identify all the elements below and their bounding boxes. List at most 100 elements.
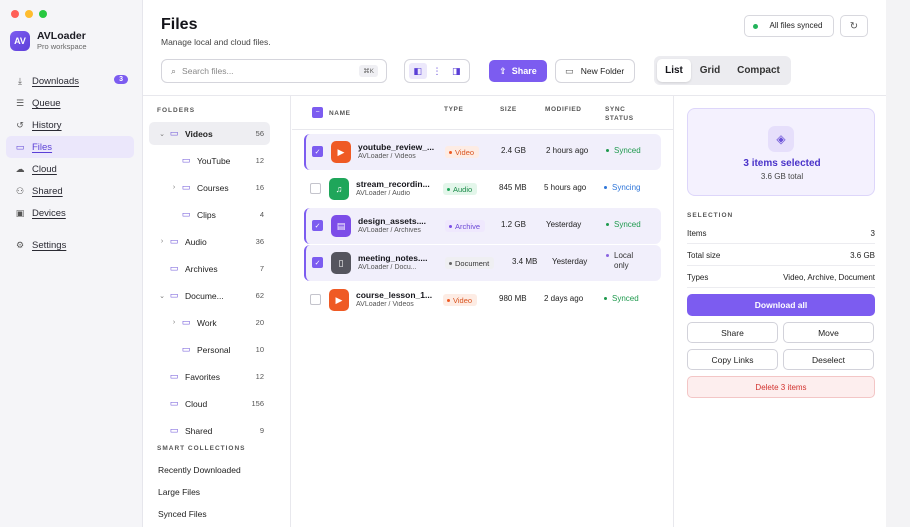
folder-item[interactable]: › ▭ Courses 16	[149, 176, 270, 199]
file-size: 1.2 GB	[501, 220, 526, 229]
sidebar-item-label: Shared	[32, 185, 63, 197]
sidebar-item-shared[interactable]: ⚇ Shared	[6, 180, 134, 202]
sync-status-pill[interactable]: All files synced	[744, 15, 834, 37]
collection-item[interactable]: Recently Downloaded	[158, 465, 241, 475]
chevron-right-icon[interactable]: ›	[172, 184, 176, 191]
folder-item[interactable]: ▭ Shared 9	[149, 419, 270, 442]
new-folder-label: New Folder	[580, 66, 625, 76]
chevron-down-icon[interactable]: ⌄	[159, 292, 165, 300]
folder-label: Clips	[197, 209, 216, 220]
column-sync-status[interactable]: SYNC STATUS	[605, 106, 634, 122]
file-table-header: − NAME TYPE SIZE MODIFIED SYNC STATUS	[292, 96, 674, 130]
row-checkbox[interactable]: ✓	[312, 220, 323, 231]
delete-items-button[interactable]: Delete 3 items	[687, 376, 875, 398]
sidebar-item-downloads[interactable]: ⤓ Downloads 3	[6, 70, 134, 92]
panel-share-button[interactable]: Share	[687, 322, 778, 343]
folder-item[interactable]: ▭ YouTube 12	[149, 149, 270, 172]
folder-item[interactable]: ▭ Personal 10	[149, 338, 270, 361]
view-compact-button[interactable]: Compact	[737, 65, 780, 76]
table-row[interactable]: ✓ ▶ youtube_review_... AVLoader / Videos Vid…	[304, 134, 661, 170]
file-modified: 5 hours ago	[544, 183, 587, 192]
table-row[interactable]: ✓ ▤ design_assets.... AVLoader / Archives Ar…	[304, 208, 661, 244]
downloads-count-badge: 3	[114, 75, 128, 84]
view-list-button[interactable]: List	[657, 59, 691, 82]
folder-label: Docume...	[185, 290, 224, 301]
refresh-button[interactable]: ↻	[840, 15, 868, 37]
folder-plus-icon: ▭	[565, 65, 574, 76]
folder-icon: ▭	[169, 398, 179, 408]
column-type[interactable]: TYPE	[444, 106, 464, 113]
sync-status-text: All files synced	[769, 21, 823, 31]
file-name[interactable]: meeting_notes....	[358, 253, 428, 263]
share-button[interactable]: ⇪ Share	[489, 60, 547, 82]
download-all-button[interactable]: Download all	[687, 294, 875, 316]
sidebar-item-files[interactable]: ▭ Files	[6, 136, 134, 158]
sidebar-item-label: Cloud	[32, 163, 57, 175]
folder-count: 20	[255, 318, 264, 327]
copy-links-button[interactable]: Copy Links	[687, 349, 778, 370]
chevron-right-icon[interactable]: ›	[172, 319, 176, 326]
file-name[interactable]: design_assets....	[358, 216, 427, 226]
sync-dot	[604, 186, 607, 189]
column-name[interactable]: NAME	[329, 110, 351, 117]
sync-dot	[606, 223, 609, 226]
sidebar-item-label: Queue	[32, 97, 61, 109]
folder-item[interactable]: ▭ Favorites 12	[149, 365, 270, 388]
sidebar-item-settings[interactable]: ⚙ Settings	[6, 234, 134, 256]
folder-item[interactable]: ▭ Clips 4	[149, 203, 270, 226]
column-size[interactable]: SIZE	[500, 106, 517, 113]
folder-label: Shared	[185, 425, 213, 436]
sidebar-item-history[interactable]: ↺ History	[6, 114, 134, 136]
search-input[interactable]	[182, 66, 343, 76]
folder-item[interactable]: ⌄ ▭ Docume... 62	[149, 284, 270, 307]
sidebar-item-devices[interactable]: ▣ Devices	[6, 202, 134, 224]
file-name[interactable]: stream_recordin...	[356, 179, 430, 189]
folder-item[interactable]: › ▭ Audio 36	[149, 230, 270, 253]
details-panel-icon[interactable]: ◨	[452, 65, 461, 76]
file-size: 2.4 GB	[501, 146, 526, 155]
chevron-right-icon[interactable]: ›	[160, 238, 164, 245]
sidebar-layout-icon[interactable]: ◧	[408, 63, 427, 79]
close-window-button[interactable]	[11, 10, 19, 18]
collection-item[interactable]: Large Files	[158, 487, 201, 497]
row-checkbox[interactable]: ✓	[312, 146, 323, 157]
nav-spacer	[6, 224, 134, 234]
new-folder-button[interactable]: ▭ New Folder	[555, 59, 635, 83]
sidebar-item-label: History	[32, 119, 62, 131]
sidebar-item-queue[interactable]: ☰ Queue	[6, 92, 134, 114]
chevron-down-icon[interactable]: ⌄	[159, 130, 165, 138]
row-checkbox[interactable]: ✓	[312, 257, 323, 268]
folder-item[interactable]: ⌄ ▭ Videos 56	[149, 122, 270, 145]
view-grid-button[interactable]: Grid	[699, 65, 721, 76]
table-row[interactable]: ♫ stream_recordin... AVLoader / Audio Audio…	[304, 171, 661, 207]
row-checkbox[interactable]	[310, 294, 321, 305]
folder-item[interactable]: › ▭ Work 20	[149, 311, 270, 334]
folder-label: Audio	[185, 236, 207, 247]
file-type-badge: Video	[445, 146, 480, 158]
sync-status-label: Synced	[612, 294, 639, 303]
table-row[interactable]: ✓ ▯ meeting_notes.... AVLoader / Docu... Doc…	[304, 245, 661, 281]
file-name[interactable]: course_lesson_1...	[356, 290, 433, 300]
zoom-window-button[interactable]	[39, 10, 47, 18]
file-type-label: Document	[455, 258, 490, 268]
folder-label: Courses	[197, 182, 229, 193]
file-name[interactable]: youtube_review_...	[358, 142, 435, 152]
column-modified[interactable]: MODIFIED	[545, 106, 582, 113]
deselect-button[interactable]: Deselect	[783, 349, 874, 370]
minimize-window-button[interactable]	[25, 10, 33, 18]
move-button[interactable]: Move	[783, 322, 874, 343]
file-modified: 2 days ago	[544, 294, 584, 303]
folder-item[interactable]: ▭ Archives 7	[149, 257, 270, 280]
sidebar-item-cloud[interactable]: ☁ Cloud	[6, 158, 134, 180]
sync-status: Syncing	[604, 183, 640, 192]
sidebar-item-label: Files	[32, 141, 53, 153]
sync-status-label: Syncing	[612, 183, 641, 192]
table-row[interactable]: ▶ course_lesson_1... AVLoader / Videos Vide…	[304, 282, 661, 318]
folder-item[interactable]: ▭ Cloud 156	[149, 392, 270, 415]
search-box[interactable]: ⌕ ⌘K	[161, 59, 387, 83]
select-all-checkbox[interactable]: −	[312, 107, 323, 118]
play-icon: ▶	[331, 141, 351, 163]
tree-layout-icon[interactable]: ⋮	[432, 65, 442, 76]
row-checkbox[interactable]	[310, 183, 321, 194]
collection-item[interactable]: Synced Files	[158, 509, 207, 519]
